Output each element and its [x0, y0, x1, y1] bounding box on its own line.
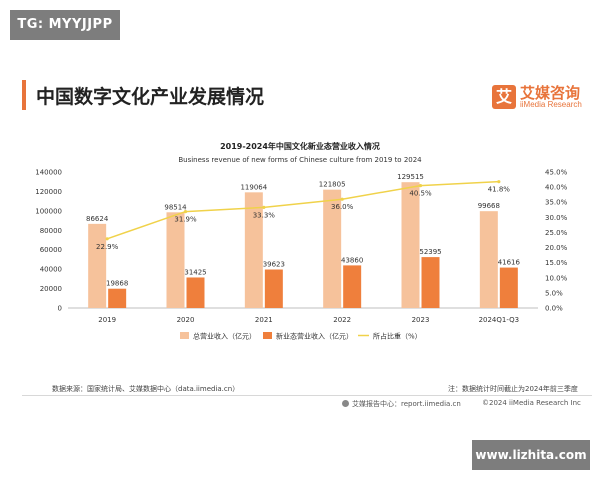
bar-total [244, 192, 263, 308]
watermark-bottom: www.lizhita.com [472, 440, 590, 470]
y-left-tick-label: 40000 [40, 266, 62, 274]
legend-swatch-new-forms [263, 332, 272, 339]
data-label-new-forms: 39623 [263, 261, 285, 269]
data-label-share: 31.9% [174, 216, 197, 224]
y-left-tick-label: 100000 [35, 207, 62, 215]
y-right-tick-label: 5.0% [545, 289, 563, 297]
y-right-tick-label: 15.0% [545, 259, 568, 267]
x-tick-label: 2020 [177, 316, 195, 324]
line-point-share [340, 197, 344, 201]
x-tick-label: 2022 [333, 316, 351, 324]
x-tick-label: 2023 [412, 316, 430, 324]
footer-report-center: 艾媒报告中心：report.iimedia.cn [342, 399, 461, 409]
line-point-share [418, 184, 423, 188]
y-right-tick-label: 0.0% [545, 305, 563, 313]
legend-label-total: 总营业收入（亿元） [193, 332, 256, 341]
y-right-tick-label: 10.0% [545, 274, 568, 282]
bar-new-forms [343, 265, 362, 308]
y-right-tick-label: 20.0% [545, 244, 568, 252]
data-label-share: 40.5% [409, 190, 432, 198]
legend-swatch-total [180, 332, 189, 339]
chart-subtitle: Business revenue of new forms of Chinese… [178, 156, 422, 164]
legend-label-share: 所占比重（%） [373, 332, 422, 341]
y-left-tick-label: 60000 [40, 246, 62, 254]
y-left-tick-label: 80000 [40, 227, 62, 235]
line-point-share [497, 180, 501, 184]
revenue-chart: 2019-2024年中国文化新业态营业收入情况 Business revenue … [35, 141, 568, 341]
bar-total [323, 189, 342, 308]
data-label-new-forms: 52395 [419, 248, 441, 256]
bar-total [401, 182, 420, 308]
series-line-share [106, 180, 499, 240]
bar-new-forms [186, 277, 205, 308]
bar-total [479, 211, 498, 308]
data-label-total: 86624 [86, 215, 109, 223]
globe-icon [342, 400, 349, 407]
x-tick-label: 2019 [98, 316, 116, 324]
stat-note: 注：数据统计时间截止为2024年前三季度 [448, 385, 578, 393]
source-note: 数据来源：国家统计局、艾媒数据中心（data.iimedia.cn） [52, 385, 240, 393]
watermark-top: TG: MYYJJPP [10, 10, 120, 40]
data-label-total: 119064 [240, 183, 267, 191]
data-label-total: 98514 [164, 203, 187, 211]
y-left-tick-label: 20000 [40, 285, 62, 293]
brand-name: 艾媒咨询 [520, 84, 581, 102]
data-label-total: 129515 [397, 173, 424, 181]
line-point-share [105, 237, 109, 241]
data-label-new-forms: 19868 [106, 280, 128, 288]
brand-logo: 艾 艾媒咨询 iiMedia Research [492, 84, 592, 112]
y-left-tick-label: 120000 [35, 188, 62, 196]
data-label-share: 33.3% [253, 211, 276, 219]
y-right-tick-label: 45.0% [545, 169, 568, 177]
bar-new-forms [108, 288, 127, 308]
footer-copyright: ©2024 iiMedia Research Inc [482, 399, 581, 407]
bar-new-forms [499, 267, 518, 308]
data-label-new-forms: 41616 [498, 259, 521, 267]
y-left-tick-label: 140000 [35, 169, 62, 177]
line-point-share [183, 209, 188, 214]
bar-total [88, 223, 107, 308]
y-right-tick-label: 30.0% [545, 214, 568, 222]
bar-total [166, 212, 185, 308]
footer-divider [22, 395, 592, 396]
y-left-tick-label: 0 [58, 305, 62, 313]
legend-label-new-forms: 新业态营业收入（亿元） [276, 332, 353, 341]
data-label-share: 22.9% [96, 243, 119, 251]
line-point-share [262, 205, 266, 209]
data-label-share: 41.8% [488, 186, 511, 194]
data-label-new-forms: 31425 [184, 268, 206, 276]
footer-report-text: 艾媒报告中心：report.iimedia.cn [352, 400, 461, 408]
chart-title: 2019-2024年中国文化新业态营业收入情况 [220, 141, 380, 151]
y-right-tick-label: 25.0% [545, 229, 568, 237]
brand-subtitle: iiMedia Research [520, 100, 582, 109]
data-label-total: 99668 [478, 202, 500, 210]
bar-new-forms [421, 257, 440, 308]
x-tick-label: 2024Q1-Q3 [479, 316, 520, 324]
data-label-total: 121805 [319, 181, 346, 189]
title-accent-bar [22, 80, 26, 110]
y-right-tick-label: 35.0% [545, 199, 568, 207]
x-tick-label: 2021 [255, 316, 273, 324]
y-right-tick-label: 40.0% [545, 184, 568, 192]
bar-new-forms [264, 269, 283, 308]
data-label-share: 36.0% [331, 203, 354, 211]
brand-mark-icon: 艾 [492, 85, 516, 109]
page-title: 中国数字文化产业发展情况 [36, 86, 265, 108]
data-label-new-forms: 43860 [341, 256, 363, 264]
